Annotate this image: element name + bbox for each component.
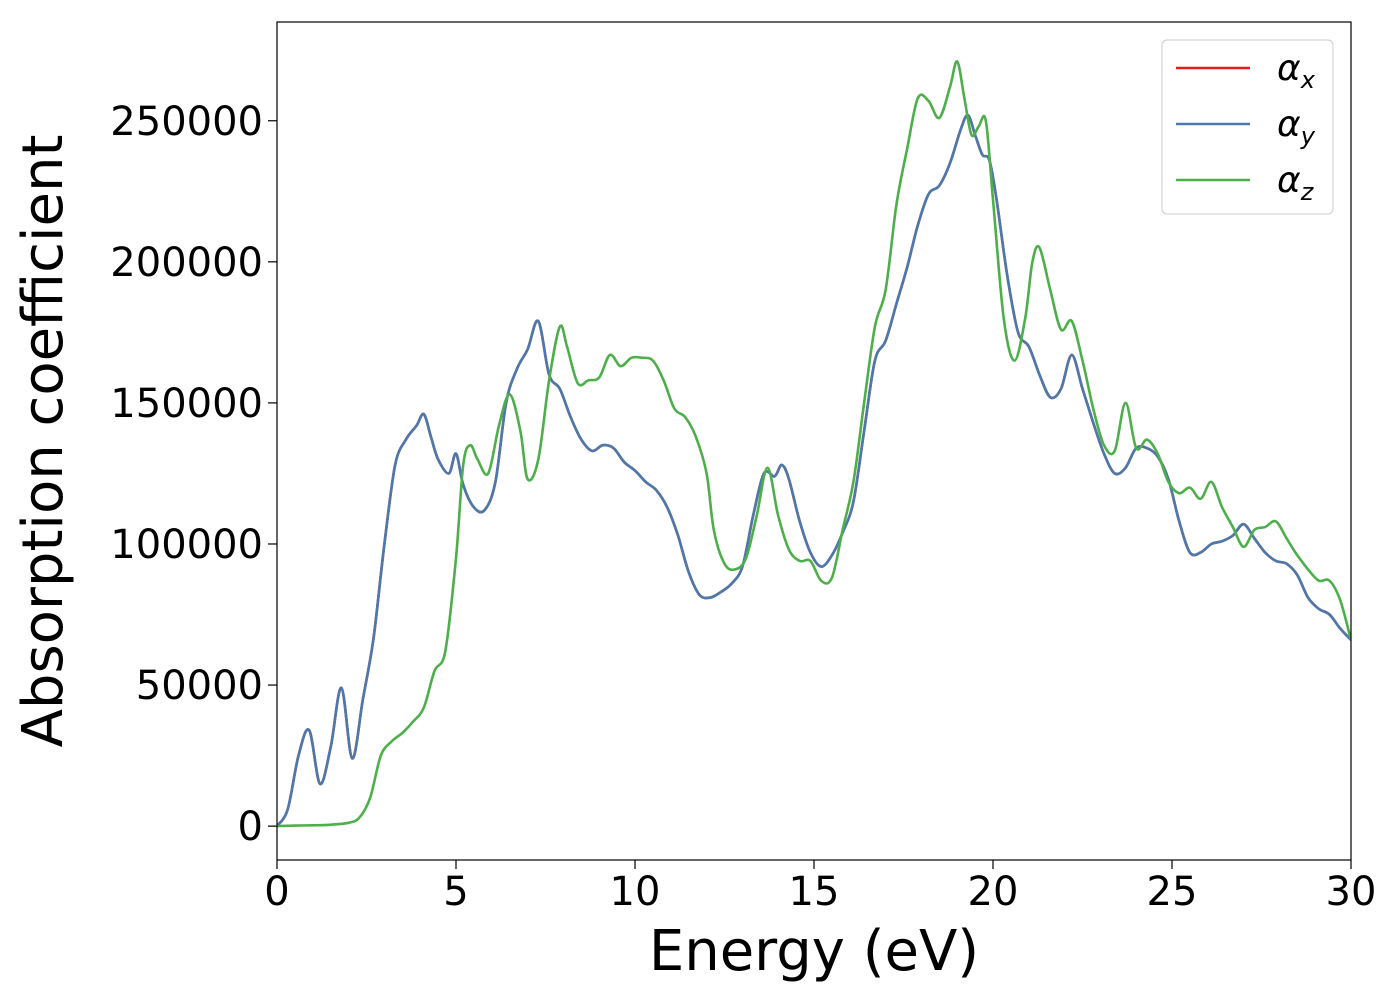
x-tick-label: 5 (443, 869, 468, 915)
y-axis-label: Absorption coefficient (11, 135, 76, 748)
x-tick-label: 30 (1326, 869, 1377, 915)
legend-frame (1161, 39, 1334, 215)
x-tick-label: 25 (1147, 869, 1198, 915)
y-tick-label: 150000 (110, 381, 263, 427)
legend: αx αy αz (1161, 39, 1334, 215)
x-axis-label: Energy (eV) (649, 919, 979, 984)
series-layer (277, 60, 1351, 828)
x-tick-label: 15 (789, 869, 840, 915)
legend-label-y: αy (1277, 104, 1316, 150)
y-tick-label: 50000 (136, 663, 263, 709)
y-tick-label: 100000 (110, 522, 263, 568)
legend-label-x: αx (1277, 48, 1316, 94)
x-tick-label: 10 (610, 869, 661, 915)
y-tick-label: 0 (238, 804, 263, 850)
y-tick-label: 200000 (110, 240, 263, 286)
y-tick-label: 250000 (110, 99, 263, 145)
series-line-z (277, 60, 1351, 828)
x-tick-label: 20 (968, 869, 1019, 915)
legend-label-z: αz (1277, 160, 1315, 206)
y-axis: 0 50000 100000 150000 200000 250000 (110, 99, 277, 850)
x-axis: 0 5 10 15 20 25 30 (264, 860, 1376, 915)
x-tick-label: 0 (264, 869, 289, 915)
